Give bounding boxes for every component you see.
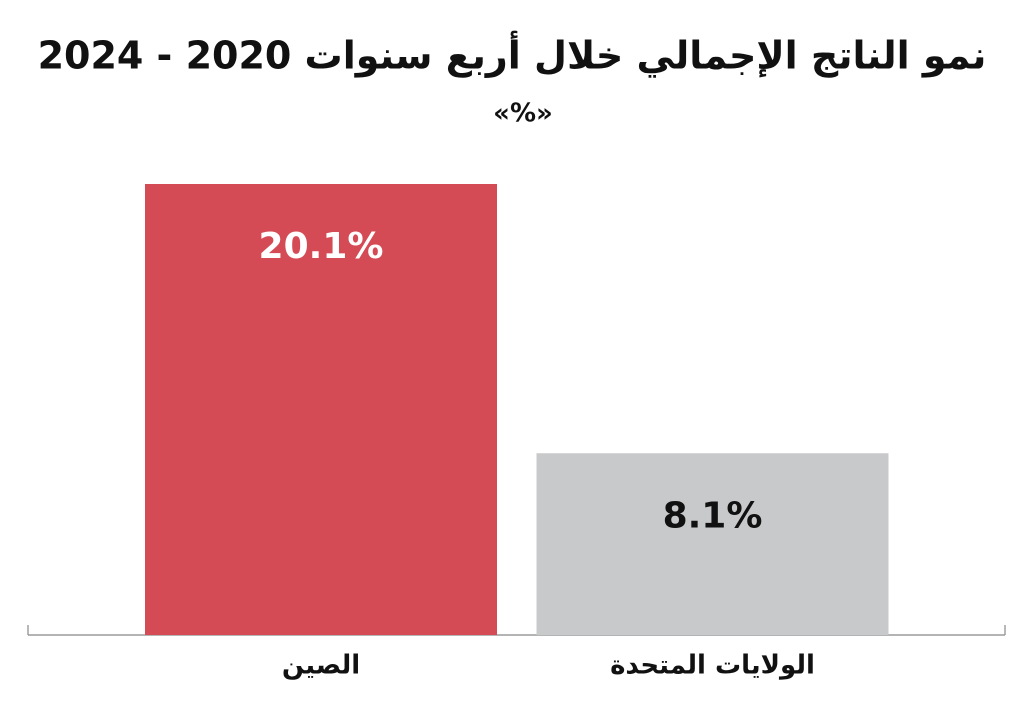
value-label: 8.1%	[663, 495, 763, 536]
chart-subtitle: «%»	[493, 99, 553, 129]
bar	[145, 184, 497, 635]
chart-title: نمو الناتج الإجمالي خلال أربع سنوات 2020…	[38, 31, 987, 78]
category-label: الولايات المتحدة	[610, 651, 815, 681]
category-label: الصين	[282, 651, 360, 681]
value-label: 20.1%	[259, 226, 384, 267]
bar	[536, 453, 889, 635]
